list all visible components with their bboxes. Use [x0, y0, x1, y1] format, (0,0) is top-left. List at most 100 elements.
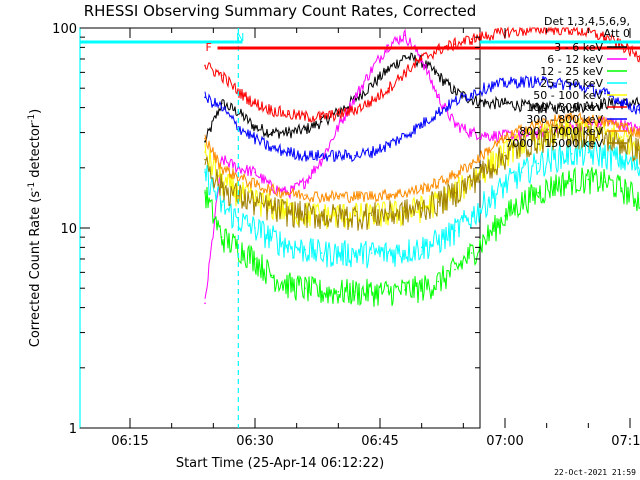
series-point — [254, 126, 256, 128]
series-point — [354, 252, 356, 254]
series-point — [404, 134, 406, 137]
series-point — [220, 102, 223, 105]
series-point — [304, 115, 306, 118]
series-point — [387, 290, 390, 293]
series-point — [337, 290, 340, 293]
x-tick-label: 06:45 — [361, 434, 398, 449]
series-point — [470, 92, 473, 95]
series-point — [587, 178, 590, 181]
legend-entry-label: 300 - 800 keV — [526, 113, 603, 126]
series-point — [604, 36, 606, 38]
series-point — [370, 290, 373, 293]
series-point — [554, 119, 556, 122]
series-point — [387, 252, 390, 254]
series-point — [204, 64, 206, 67]
series-point — [520, 80, 523, 83]
series-point — [620, 100, 623, 103]
series-point — [320, 154, 323, 157]
series-point — [204, 96, 206, 99]
series-point — [454, 43, 456, 45]
series-point — [220, 74, 223, 77]
series-12to25kev — [204, 166, 640, 307]
series-point — [254, 199, 256, 201]
overlay-layer: NF — [79, 28, 640, 428]
series-point — [270, 131, 273, 134]
series-800to7000kev — [204, 111, 640, 204]
legend-header-detectors: Det 1,3,4,5,6,9, — [544, 15, 630, 28]
series-point — [470, 215, 473, 217]
series-point — [387, 193, 390, 196]
series-point — [404, 191, 406, 194]
series-point — [537, 138, 540, 140]
series-7000to15000kev — [204, 122, 640, 231]
series-point — [487, 234, 490, 237]
series-point — [570, 133, 573, 135]
series-point — [587, 134, 590, 136]
series-point — [204, 137, 206, 140]
series-point — [487, 134, 490, 137]
y-tick-label: 100 — [52, 22, 77, 37]
series-point — [504, 102, 506, 105]
series-point — [420, 188, 423, 190]
series-point — [437, 240, 440, 242]
series-point — [354, 154, 356, 157]
series-point — [337, 126, 340, 128]
series-point — [420, 207, 423, 209]
series-point — [570, 179, 573, 182]
series-point — [320, 195, 323, 198]
series-point — [537, 106, 540, 109]
series-point — [237, 194, 240, 197]
series-point — [504, 151, 506, 154]
series-point — [637, 102, 640, 105]
series-point — [454, 229, 456, 232]
series-point — [270, 274, 273, 277]
series-point — [487, 149, 490, 151]
series-point — [354, 290, 356, 293]
series-line — [204, 118, 640, 230]
series-point — [637, 131, 640, 134]
series-point — [354, 215, 356, 217]
plot-frame — [79, 27, 481, 429]
series-point — [554, 183, 556, 186]
series-point — [220, 236, 223, 238]
series-point — [604, 102, 606, 105]
series-point — [404, 55, 406, 58]
series-point — [320, 215, 323, 217]
series-point — [637, 197, 640, 200]
series-point — [287, 151, 290, 153]
series-point — [587, 104, 590, 107]
series-point — [287, 211, 290, 213]
series-point — [487, 34, 490, 37]
y-axis-label: Corrected Count Rate (s-1 detector-1) — [27, 109, 43, 347]
series-point — [387, 212, 390, 215]
series-point — [204, 158, 206, 161]
series-point — [370, 68, 373, 71]
series-point — [604, 137, 606, 139]
y-tick-label: 1 — [69, 422, 77, 437]
series-point — [454, 123, 456, 126]
series-point — [387, 68, 390, 71]
series-point — [554, 134, 556, 137]
series-point — [204, 191, 206, 194]
series-point — [370, 252, 373, 254]
series-point — [404, 249, 406, 252]
series-point — [270, 207, 273, 210]
series-point — [304, 181, 306, 183]
series-point — [404, 289, 406, 291]
series-point — [587, 151, 590, 154]
series-point — [620, 136, 623, 138]
series-point — [420, 123, 423, 126]
series-point — [437, 280, 440, 283]
series-line — [204, 111, 640, 204]
series-point — [454, 100, 456, 103]
series-line — [204, 166, 640, 307]
legend-entry-label: 800 - 7000 keV — [519, 125, 603, 138]
series-point — [620, 158, 623, 161]
series-point — [220, 166, 223, 169]
flare-flag-label: F — [206, 41, 212, 54]
series-point — [354, 96, 356, 99]
legend-entry-label: 6 - 12 keV — [547, 53, 603, 66]
series-point — [420, 246, 423, 249]
series-point — [570, 106, 573, 109]
